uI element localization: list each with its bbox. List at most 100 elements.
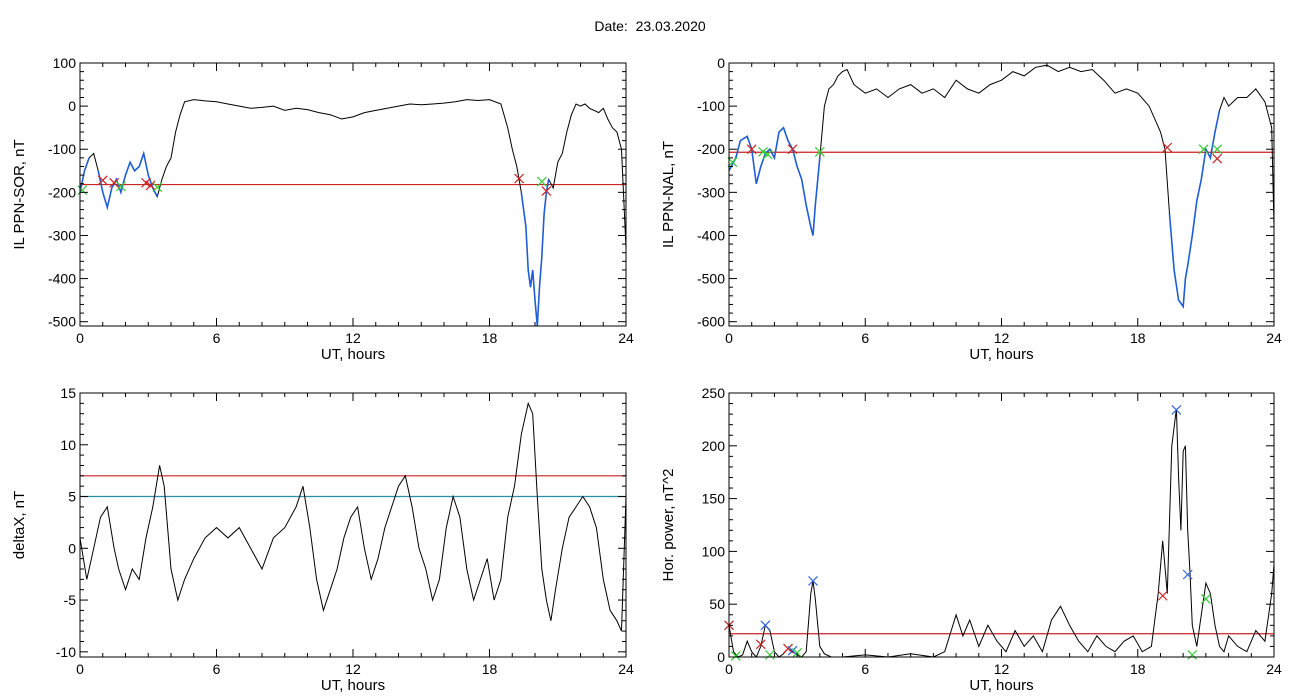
highlight-segment <box>729 126 821 236</box>
event-marker <box>758 146 768 157</box>
y-tick-label: -5 <box>64 592 77 608</box>
event-marker <box>760 620 771 631</box>
y-tick-label: -200 <box>697 141 725 157</box>
y-tick-label: -600 <box>697 314 725 330</box>
plot-frame <box>79 62 627 327</box>
highlight-segment <box>80 157 90 193</box>
series-line <box>80 401 626 632</box>
x-tick-label: 18 <box>482 330 498 346</box>
y-tick-label: -400 <box>48 271 76 287</box>
y-tick-label: -300 <box>48 227 76 243</box>
x-tick-label: 24 <box>1266 330 1282 346</box>
event-marker <box>755 639 766 650</box>
event-marker <box>730 651 741 661</box>
x-axis-label: UT, hours <box>969 346 1033 363</box>
event-marker <box>77 185 88 196</box>
y-tick-label: 0 <box>717 649 725 665</box>
event-marker <box>141 177 151 188</box>
event-marker <box>764 649 775 660</box>
y-axis-label: IL PPN-SOR, nT <box>11 139 28 249</box>
x-tick-label: 18 <box>1130 330 1146 346</box>
x-tick-label: 12 <box>994 661 1010 677</box>
panel-il-ppn-nal: 0 6 12 18 24 0 -100 -200 -300 -400 -500 -600 UT, hou… <box>660 55 1282 363</box>
y-axis-label: deltaX, nT <box>11 491 28 559</box>
event-marker <box>792 647 803 658</box>
event-marker <box>1212 153 1223 164</box>
event-marker <box>1162 142 1173 153</box>
event-marker <box>746 144 757 155</box>
event-marker <box>1212 144 1223 155</box>
y-axis-label: IL PPN-NAL, nT <box>660 141 677 248</box>
x-axis-label: UT, hours <box>321 677 385 694</box>
event-marker <box>1182 569 1193 580</box>
y-tick-label: -300 <box>697 184 725 200</box>
y-tick-label: -100 <box>697 98 725 114</box>
event-marker <box>1198 144 1209 155</box>
event-marker <box>814 146 825 157</box>
x-axis-label: UT, hours <box>321 346 385 363</box>
y-tick-label: 100 <box>702 543 726 559</box>
event-marker <box>808 576 818 586</box>
y-tick-label: -500 <box>697 271 725 287</box>
event-marker <box>145 180 156 191</box>
event-marker <box>514 173 524 184</box>
x-tick-label: 0 <box>725 661 733 677</box>
x-tick-label: 18 <box>482 661 498 677</box>
x-tick-label: 24 <box>618 661 634 677</box>
y-axis-label: Hor. power, nT^2 <box>660 469 677 582</box>
y-tick-label: 0 <box>717 55 725 71</box>
x-tick-label: 6 <box>213 330 221 346</box>
y-tick-label: 100 <box>53 55 77 71</box>
x-tick-label: 12 <box>345 330 361 346</box>
panel-hor-power: 0 6 12 18 24 250 200 150 100 50 0 UT, hours Hor. pow… <box>660 385 1282 694</box>
y-tick-label: -500 <box>48 314 76 330</box>
event-marker <box>787 144 798 155</box>
panel-deltax: 0 6 12 18 24 15 10 5 0 -5 -10 UT, hours deltaX, nT <box>11 385 634 694</box>
x-tick-label: 18 <box>1130 661 1146 677</box>
x-tick-label: 0 <box>76 661 84 677</box>
highlight-segment <box>97 150 159 211</box>
y-tick-label: 250 <box>702 385 726 401</box>
x-tick-label: 6 <box>861 330 869 346</box>
date-title: Date: 23.03.2020 <box>594 18 706 34</box>
event-marker <box>1157 590 1168 601</box>
x-tick-label: 0 <box>76 330 84 346</box>
y-tick-label: 0 <box>68 98 76 114</box>
event-marker <box>116 181 126 192</box>
x-tick-label: 12 <box>345 661 361 677</box>
panel-il-ppn-sor: 0 6 12 18 24 100 0 -100 -200 -300 -400 -500 UT, hour… <box>11 55 634 363</box>
event-marker <box>536 176 547 187</box>
event-marker <box>1171 404 1182 415</box>
x-tick-label: 12 <box>994 330 1010 346</box>
y-tick-label: 0 <box>68 540 76 556</box>
y-tick-label: -100 <box>48 141 76 157</box>
event-marker <box>109 177 120 188</box>
highlight-segment <box>520 179 550 326</box>
y-tick-label: 200 <box>702 438 726 454</box>
y-tick-label: 10 <box>60 437 76 453</box>
x-tick-label: 6 <box>861 661 869 677</box>
plot-frame <box>79 392 627 658</box>
x-tick-label: 0 <box>725 330 733 346</box>
series-line <box>729 408 1274 657</box>
series-line <box>729 64 1274 309</box>
event-marker <box>97 175 108 186</box>
event-marker <box>1200 593 1211 604</box>
x-axis-label: UT, hours <box>969 677 1033 694</box>
event-marker <box>762 149 773 160</box>
x-tick-label: 24 <box>1266 661 1282 677</box>
y-tick-label: -400 <box>697 227 725 243</box>
event-marker <box>152 182 163 193</box>
highlight-segment <box>1168 110 1221 309</box>
y-tick-label: 50 <box>709 596 725 612</box>
y-tick-label: 150 <box>702 491 726 507</box>
event-marker <box>1187 649 1198 660</box>
y-tick-label: 15 <box>60 385 76 401</box>
y-tick-label: 5 <box>68 489 76 505</box>
plot-frame <box>728 62 1275 327</box>
y-tick-label: -200 <box>48 184 76 200</box>
x-tick-label: 6 <box>213 661 221 677</box>
event-marker <box>541 186 552 196</box>
x-tick-label: 24 <box>618 330 634 346</box>
